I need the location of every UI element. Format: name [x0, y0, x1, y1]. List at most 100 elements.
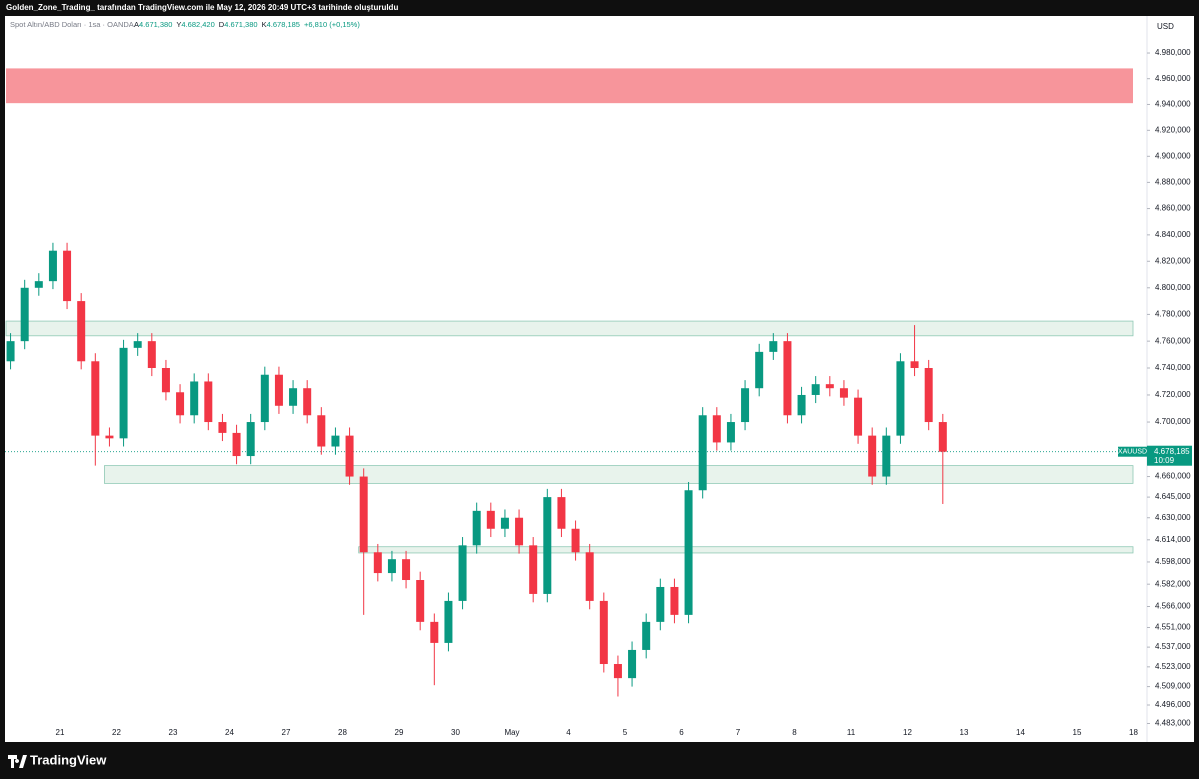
x-tick-label: 11: [847, 728, 856, 737]
y-tick-label: 4.483,000: [1155, 719, 1191, 728]
ohlc-value: 4.671,380: [139, 20, 172, 29]
y-tick-label: 4.800,000: [1155, 283, 1191, 292]
candle-body: [882, 435, 891, 477]
candle-body: [571, 528, 580, 553]
candle-body: [105, 435, 114, 439]
candle-body: [48, 250, 57, 282]
x-tick-label: 7: [736, 728, 741, 737]
y-tick-label: 4.523,000: [1155, 662, 1191, 671]
candle-body: [133, 341, 142, 348]
y-tick-label: 4.840,000: [1155, 230, 1191, 239]
ohlc-key: D: [219, 20, 225, 29]
y-tick-label: 4.598,000: [1155, 557, 1191, 566]
x-tick-label: 13: [960, 728, 969, 737]
y-tick-label: 4.720,000: [1155, 390, 1191, 399]
candle-body: [868, 435, 877, 477]
y-tick-label: 4.630,000: [1155, 513, 1191, 522]
candle-body: [331, 435, 340, 447]
x-tick-label: 12: [903, 728, 912, 737]
y-tick-label: 4.566,000: [1155, 602, 1191, 611]
candle-body: [161, 368, 170, 393]
candle-body: [741, 388, 750, 423]
brand-logo: TradingView: [8, 752, 107, 768]
x-tick-label: 6: [679, 728, 684, 737]
candle-body: [119, 347, 128, 439]
y-tick-label: 4.509,000: [1155, 682, 1191, 691]
candle-body: [924, 368, 933, 423]
y-tick-label: 4.496,000: [1155, 700, 1191, 709]
ohlc-value: 4.678,185: [267, 20, 300, 29]
candle-body: [755, 351, 764, 389]
candle-body: [656, 586, 665, 622]
y-tick-label: 4.920,000: [1155, 125, 1191, 134]
header-title: Golden_Zone_Trading_ tarafından TradingV…: [6, 3, 398, 12]
y-tick-label: 4.551,000: [1155, 623, 1191, 632]
candle-body: [176, 392, 185, 416]
ohlc-value: 4.682,420: [181, 20, 214, 29]
x-tick-label: 4: [566, 728, 571, 737]
candle-body: [246, 422, 255, 457]
candle-body: [543, 497, 552, 594]
y-tick-label: 4.700,000: [1155, 417, 1191, 426]
candle-body: [77, 301, 86, 362]
candle-body: [670, 586, 679, 615]
candle-body: [515, 517, 524, 546]
zone: [5, 320, 1134, 337]
candle-body: [613, 664, 622, 679]
x-tick-label: 28: [338, 728, 347, 737]
symbol-line: Spot Altın/ABD Doları · 1sa · OANDA: [10, 20, 134, 29]
x-tick-label: 5: [623, 728, 628, 737]
chart-pane: [5, 16, 1194, 742]
y-tick-label: 4.980,000: [1155, 48, 1191, 57]
price-tag-symbol-bg: [1118, 446, 1147, 457]
candle-body: [585, 552, 594, 601]
candle-body: [783, 341, 792, 416]
candle-body: [599, 600, 608, 665]
candle-body: [317, 415, 326, 447]
y-tick-label: 4.940,000: [1155, 100, 1191, 109]
candle-body: [402, 559, 411, 581]
x-tick-label: May: [504, 728, 519, 737]
candle-body: [910, 361, 919, 369]
brand-name: TradingView: [30, 752, 107, 767]
candle-body: [698, 415, 707, 491]
candle-body: [218, 422, 227, 433]
currency: USD: [1157, 22, 1174, 31]
candle-body: [529, 545, 538, 594]
candle-body: [811, 384, 820, 395]
candle-body: [825, 384, 834, 389]
candle-body: [726, 422, 735, 443]
candle-body: [444, 600, 453, 643]
candle-body: [190, 381, 199, 416]
y-tick-label: 4.960,000: [1155, 74, 1191, 83]
candle-body: [20, 287, 29, 342]
candle-body: [500, 517, 509, 529]
ohlc-legend: A4.671,380 Y4.682,420 D4.671,380 K4.678,185…: [134, 20, 360, 29]
x-tick-label: 23: [169, 728, 178, 737]
candle-body: [6, 341, 15, 362]
candle-body: [628, 649, 637, 679]
candle-body: [642, 621, 651, 650]
candle-body: [854, 397, 863, 436]
candle-body: [232, 432, 241, 457]
change: +6,810 (+0,15%): [304, 20, 360, 29]
x-tick-label: 30: [451, 728, 460, 737]
y-tick-label: 4.660,000: [1155, 472, 1191, 481]
candle-body: [458, 545, 467, 601]
zone: [104, 465, 1134, 484]
price-tag-price: 4.678,185: [1154, 447, 1190, 456]
candle-body: [34, 281, 43, 288]
candle-body: [416, 580, 425, 622]
ohlc-value: 4.671,380: [224, 20, 257, 29]
price-tag-countdown: 10:09: [1154, 456, 1175, 465]
y-tick-label: 4.537,000: [1155, 642, 1191, 651]
logo-icon: [8, 755, 27, 768]
candle-body: [557, 497, 566, 529]
candle-body: [91, 361, 100, 436]
candle-body: [303, 388, 312, 416]
x-tick-label: 24: [225, 728, 234, 737]
zone: [6, 68, 1133, 104]
y-tick-label: 4.880,000: [1155, 177, 1191, 186]
x-tick-label: 21: [56, 728, 65, 737]
